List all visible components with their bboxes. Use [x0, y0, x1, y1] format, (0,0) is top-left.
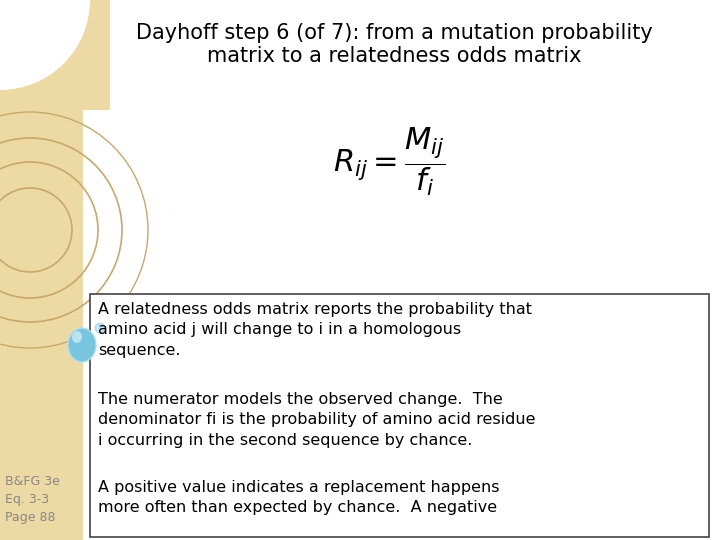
- Text: B&FG 3e: B&FG 3e: [5, 475, 60, 488]
- FancyBboxPatch shape: [0, 0, 110, 110]
- Bar: [90, 294, 709, 537]
- Text: Eq. 3-3: Eq. 3-3: [5, 493, 49, 506]
- Ellipse shape: [72, 331, 82, 343]
- Circle shape: [0, 0, 90, 90]
- Text: Dayhoff step 6 (of 7): from a mutation probability: Dayhoff step 6 (of 7): from a mutation p…: [136, 23, 653, 43]
- Text: Page 88: Page 88: [5, 511, 55, 524]
- Bar: [0, 0, 83, 540]
- Circle shape: [95, 323, 105, 333]
- Text: A positive value indicates a replacement happens
more often than expected by cha: A positive value indicates a replacement…: [98, 480, 500, 515]
- Text: $R_{ij} = \dfrac{M_{ij}}{f_i}$: $R_{ij} = \dfrac{M_{ij}}{f_i}$: [333, 125, 445, 199]
- Ellipse shape: [68, 328, 96, 362]
- Text: A relatedness odds matrix reports the probability that
amino acid j will change : A relatedness odds matrix reports the pr…: [98, 302, 532, 358]
- Text: matrix to a relatedness odds matrix: matrix to a relatedness odds matrix: [207, 46, 582, 66]
- Text: The numerator models the observed change.  The
denominator fi is the probability: The numerator models the observed change…: [98, 392, 536, 448]
